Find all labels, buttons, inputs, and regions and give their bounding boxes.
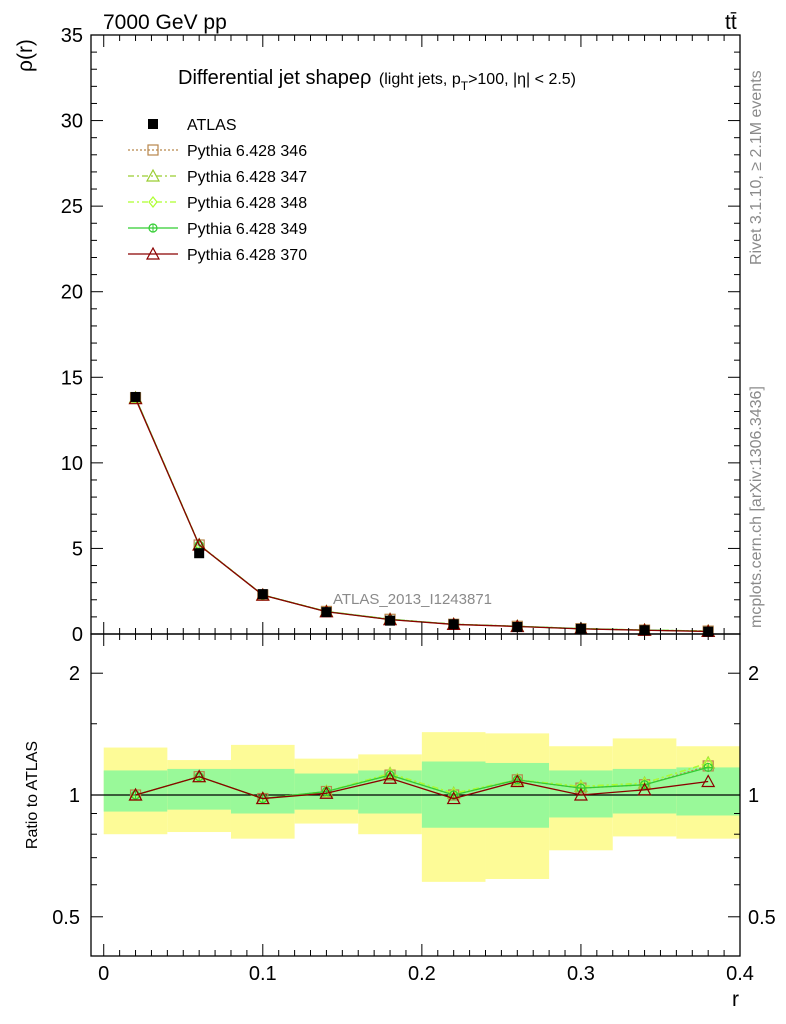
x-axis: 0 0.1 0.2 0.3 0.4 [98, 634, 754, 985]
data-point [321, 607, 332, 618]
analysis-watermark: ATLAS_2013_I1243871 [333, 591, 492, 608]
x-axis-label: r [732, 988, 739, 1011]
data-point [128, 787, 143, 801]
legend-entry: ATLAS [148, 117, 237, 134]
process-label: tt̄ [725, 11, 737, 34]
rivet-version-label: Rivet 3.1.10, ≥ 2.1M events [748, 70, 765, 265]
plot-title-sub: (light jets, p [379, 71, 461, 88]
ratio-series-line [135, 775, 709, 800]
ratio-inner-band [549, 770, 613, 818]
data-point [701, 774, 716, 788]
ratio-series-pythia-6-428-370 [128, 769, 716, 805]
x-tick-label: 0.2 [408, 963, 436, 985]
data-point [319, 785, 334, 799]
main-y-tick-label: 30 [61, 111, 83, 133]
x-tick-label: 0.1 [249, 963, 277, 985]
legend-label: Pythia 6.428 349 [187, 221, 307, 238]
ratio-plot-content [91, 732, 740, 882]
ratio-y-tick-label-right: 1 [748, 785, 759, 807]
main-y-tick-label: 35 [61, 25, 83, 47]
ratio-y-tick-label: 2 [69, 663, 80, 685]
legend-entry: Pythia 6.428 347 [128, 168, 307, 186]
ratio-y-tick-label-right: 2 [748, 663, 759, 685]
legend-label: Pythia 6.428 347 [187, 169, 307, 186]
main-y-tick-label: 5 [72, 538, 83, 560]
legend-label: ATLAS [187, 117, 237, 134]
plot-title: Differential jet shapeρ (light jets, pT>… [178, 67, 576, 93]
data-point [637, 782, 652, 796]
data-point [448, 619, 459, 630]
data-point [512, 773, 523, 786]
data-point [448, 789, 460, 801]
data-point [148, 223, 158, 233]
data-point [703, 762, 713, 773]
data-point [321, 785, 332, 798]
main-plot-panel: 0 5 10 15 20 25 30 35 ρ(r) Differential jet sha… [14, 25, 741, 646]
legend-entry: Pythia 6.428 349 [128, 221, 307, 238]
energy-label: 7000 GeV pp [103, 11, 227, 34]
main-y-axis-label: ρ(r) [14, 39, 37, 72]
plot-title-sub-index: T [461, 79, 469, 93]
data-point [446, 791, 461, 805]
legend-entry: Pythia 6.428 370 [128, 246, 307, 264]
x-tick-label: 0.4 [726, 963, 754, 985]
data-point [148, 196, 158, 208]
data-point [510, 774, 525, 788]
mcplots-label: mcplots.cern.ch [arXiv:1306.3436] [748, 386, 765, 628]
plot-title-main: Differential jet shapeρ [178, 67, 371, 89]
main-y-tick-label: 10 [61, 453, 83, 475]
ratio-y-tick-label: 0.5 [52, 907, 80, 929]
legend-entry: Pythia 6.428 348 [128, 195, 307, 212]
legend: ATLAS Pythia 6.428 346 Pythia 6.428 347 Pyt… [128, 117, 307, 264]
main-y-axis: 0 5 10 15 20 25 30 35 [61, 25, 740, 646]
data-point [383, 771, 398, 784]
x-tick-label: 0.3 [567, 963, 595, 985]
data-point [194, 548, 205, 559]
legend-label: Pythia 6.428 348 [187, 195, 307, 212]
ratio-y-tick-label-right: 0.5 [748, 907, 776, 929]
legend-label: Pythia 6.428 370 [187, 247, 307, 264]
plot-title-sub-rest: >100, |η| < 2.5) [468, 71, 576, 88]
data-point [192, 769, 207, 783]
legend-label: Pythia 6.428 346 [187, 143, 307, 160]
x-tick-label: 0 [98, 963, 109, 985]
main-y-tick-label: 15 [61, 367, 83, 389]
data-point [385, 615, 396, 626]
main-y-tick-label: 25 [61, 196, 83, 218]
data-point [148, 119, 158, 129]
data-point [573, 787, 588, 801]
main-y-tick-label: 0 [72, 624, 83, 646]
ratio-y-axis: 0.5 0.5 1 1 2 2 [52, 663, 776, 957]
legend-entry: Pythia 6.428 346 [128, 143, 307, 160]
data-point [255, 791, 270, 805]
data-point [130, 391, 141, 402]
main-y-tick-label: 20 [61, 282, 83, 304]
main-x-ticks [103, 35, 741, 634]
data-point [257, 589, 268, 600]
data-point [145, 246, 161, 260]
ratio-y-tick-label: 1 [69, 785, 80, 807]
data-point [147, 144, 159, 156]
ratio-y-axis-label: Ratio to ATLAS [24, 741, 41, 849]
data-point [145, 168, 161, 182]
data-point [512, 621, 523, 632]
ratio-plot-panel: 0.5 0.51 12 2 0 0.1 0.2 0.3 0.4 Ratio to ATLAS … [24, 633, 776, 1011]
